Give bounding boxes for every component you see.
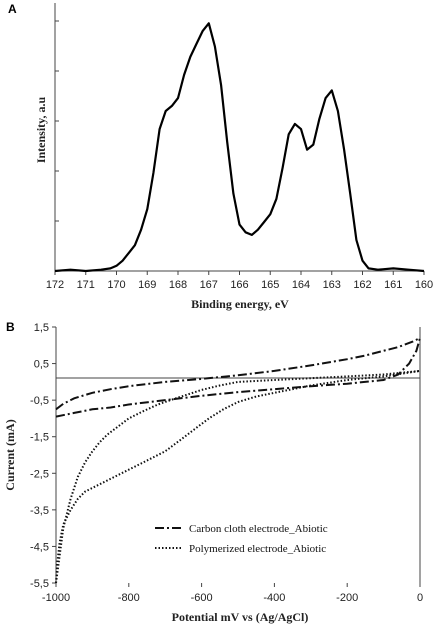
panel-a-y-axis-title: Intensity, a.u xyxy=(34,97,48,164)
panel-b-series xyxy=(55,337,421,584)
x-tick-label: 0 xyxy=(417,592,423,604)
y-tick-label: -1,5 xyxy=(30,432,49,444)
panel-a-x-axis-title: Binding energy, eV xyxy=(191,297,289,311)
x-tick-label: 161 xyxy=(384,279,402,291)
x-tick-label: -400 xyxy=(263,592,285,604)
xps-spectrum-line xyxy=(54,22,425,273)
x-tick-label: 168 xyxy=(169,279,187,291)
x-tick-label: 169 xyxy=(138,279,156,291)
panel-a-x-ticks: 172 171 170 169 168 167 166 165 164 163 162 161 160 xyxy=(46,271,433,291)
x-tick-label: 162 xyxy=(353,279,371,291)
x-tick-label: 165 xyxy=(261,279,279,291)
panel-b-chart: 1,5 0,5 -0,5 -1,5 -2,5 -3,5 -4,5 -5,5 -1000 -800… xyxy=(30,322,423,604)
x-tick-label: 160 xyxy=(415,279,433,291)
x-tick-label: 164 xyxy=(292,279,310,291)
x-tick-label: 170 xyxy=(107,279,125,291)
x-tick-label: 171 xyxy=(77,279,95,291)
y-tick-label: -2,5 xyxy=(30,468,49,480)
panel-b-y-axis-title: Current (mA) xyxy=(3,419,17,490)
y-tick-label: -5,5 xyxy=(30,578,49,590)
y-tick-label: -4,5 xyxy=(30,541,49,553)
panel-a-chart: 172 171 170 169 168 167 166 165 164 163 162 161 160 xyxy=(46,3,433,291)
carbon-cloth-cv-line xyxy=(55,337,421,411)
x-tick-label: 167 xyxy=(200,279,218,291)
y-tick-label: 1,5 xyxy=(34,322,49,334)
x-tick-label: -800 xyxy=(118,592,140,604)
panel-b-y-ticks: 1,5 0,5 -0,5 -1,5 -2,5 -3,5 -4,5 -5,5 xyxy=(30,322,56,590)
legend-label-polymerized: Polymerized electrode_Abiotic xyxy=(189,543,326,555)
panel-b-letter: B xyxy=(6,320,15,334)
panel-a-letter: A xyxy=(8,2,17,16)
panel-b-x-ticks: -1000 -800 -600 -400 -200 0 xyxy=(42,583,423,604)
polymerized-cv-line xyxy=(55,369,421,584)
carbon-cloth-cv-line xyxy=(55,337,421,418)
x-tick-label: 166 xyxy=(230,279,248,291)
panel-b-legend: Carbon cloth electrode_Abiotic Polymeriz… xyxy=(155,523,328,555)
y-tick-label: 0,5 xyxy=(34,359,49,371)
panel-b-x-axis-title: Potential mV vs (Ag/AgCl) xyxy=(172,610,309,624)
panel-a-series xyxy=(54,22,425,273)
x-tick-label: -200 xyxy=(336,592,358,604)
y-tick-label: -3,5 xyxy=(30,505,49,517)
panel-a-y-ticks xyxy=(55,20,59,272)
x-tick-label: -1000 xyxy=(42,592,70,604)
x-tick-label: 163 xyxy=(323,279,341,291)
x-tick-label: 172 xyxy=(46,279,64,291)
legend-label-carbon-cloth: Carbon cloth electrode_Abiotic xyxy=(189,523,328,535)
x-tick-label: -600 xyxy=(191,592,213,604)
y-tick-label: -0,5 xyxy=(30,395,49,407)
